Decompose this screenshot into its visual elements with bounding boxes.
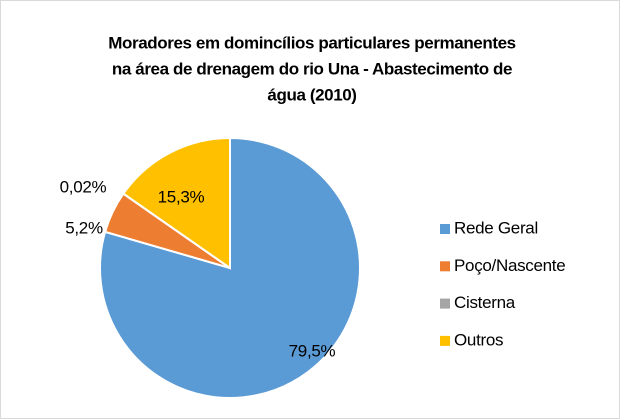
data-label: 0,02%	[60, 177, 107, 196]
legend-swatch	[440, 298, 450, 309]
legend-swatch	[440, 335, 450, 346]
data-label: 5,2%	[65, 218, 103, 237]
legend-swatch	[440, 224, 450, 234]
legend-swatch	[440, 261, 450, 272]
pie-slice	[122, 136, 231, 270]
legend-label: Poço/Nascente	[454, 256, 565, 275]
legend-label: Outros	[454, 330, 503, 349]
pie-slice	[99, 136, 361, 399]
legend-label: Cisterna	[454, 293, 516, 312]
data-label: 79,5%	[289, 341, 336, 360]
data-label: 15,3%	[158, 187, 205, 206]
legend-label: Rede Geral	[454, 218, 538, 237]
chart-title: na área de drenagem do rio Una - Abastec…	[112, 59, 512, 78]
chart-title: água (2010)	[267, 85, 356, 104]
chart-title: Moradores em domincílios particulares pe…	[108, 33, 515, 52]
